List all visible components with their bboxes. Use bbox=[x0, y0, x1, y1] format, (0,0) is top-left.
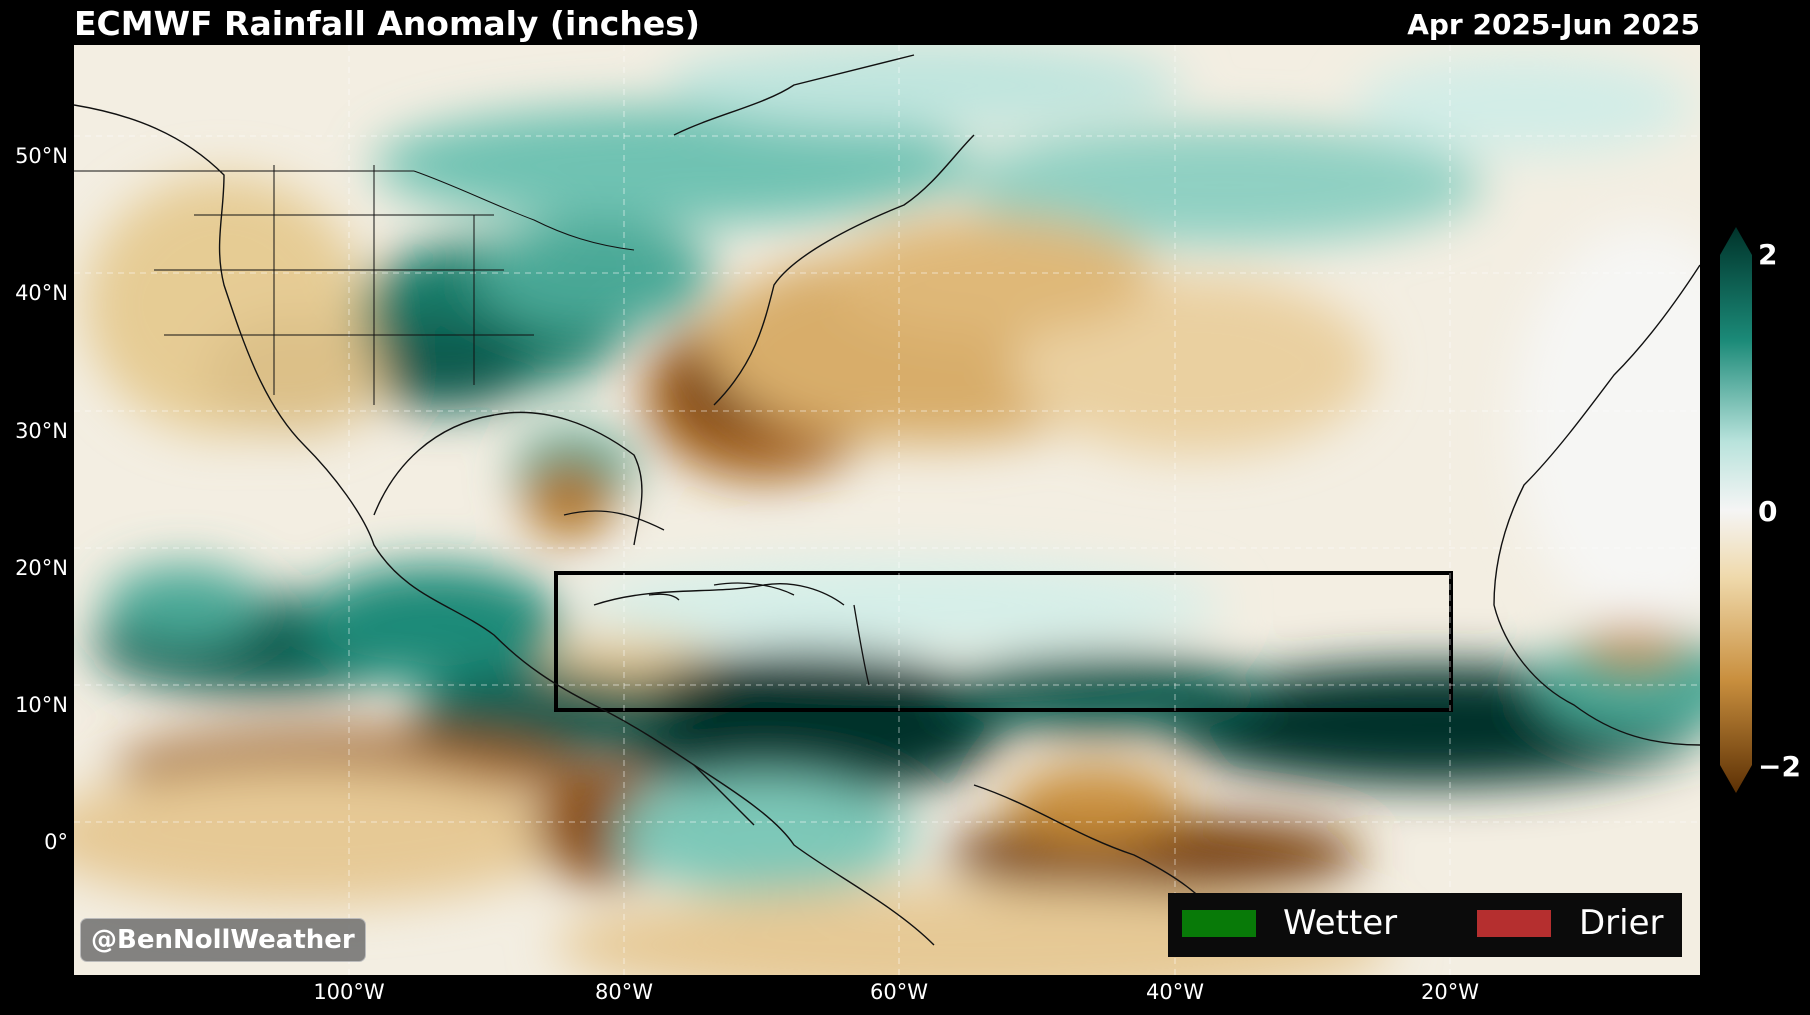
colorbar-mid-label: 0 bbox=[1758, 495, 1778, 528]
region-box bbox=[554, 571, 1453, 712]
graticule bbox=[74, 45, 1700, 975]
lat-label-20n: 20°N bbox=[15, 556, 68, 580]
colorbar-max-label: 2 bbox=[1758, 238, 1778, 271]
period-label: Apr 2025-Jun 2025 bbox=[1407, 8, 1700, 41]
caribbean-islands bbox=[563, 510, 870, 686]
lon-label-80w: 80°W bbox=[595, 980, 653, 1004]
lat-label-30n: 30°N bbox=[15, 419, 68, 443]
lat-label-10n: 10°N bbox=[15, 693, 68, 717]
anomaly-field bbox=[74, 45, 1700, 975]
lat-label-0: 0° bbox=[44, 830, 68, 854]
lon-label-40w: 40°W bbox=[1146, 980, 1204, 1004]
lon-label-100w: 100°W bbox=[313, 980, 385, 1004]
lat-label-40n: 40°N bbox=[15, 281, 68, 305]
drier-swatch bbox=[1477, 910, 1551, 937]
drier-label: Drier bbox=[1579, 903, 1664, 943]
map-title: ECMWF Rainfall Anomaly (inches) bbox=[74, 4, 700, 43]
rainfall-anomaly-map bbox=[74, 45, 1700, 975]
wetter-label: Wetter bbox=[1283, 903, 1398, 943]
colorbar-min-label: −2 bbox=[1758, 750, 1801, 783]
state-borders bbox=[74, 165, 635, 405]
lon-label-60w: 60°W bbox=[870, 980, 928, 1004]
colorbar bbox=[1720, 227, 1752, 793]
legend: Wetter Drier bbox=[1168, 893, 1682, 957]
lat-label-50n: 50°N bbox=[15, 144, 68, 168]
watermark: @BenNollWeather bbox=[80, 918, 366, 962]
wetter-swatch bbox=[1182, 910, 1256, 937]
lon-label-20w: 20°W bbox=[1421, 980, 1479, 1004]
